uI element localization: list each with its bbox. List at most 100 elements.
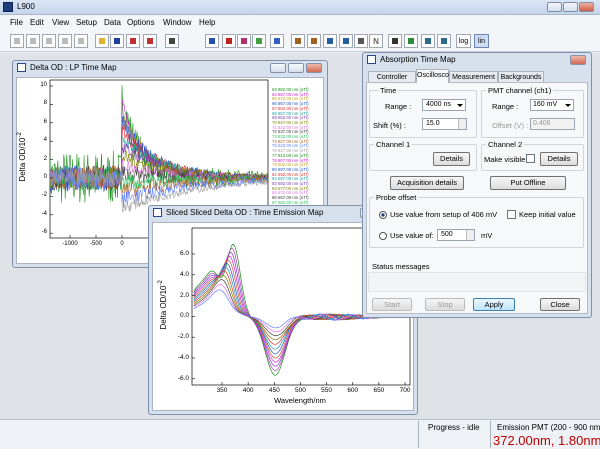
legend-entry: 83 682.00 nm (uTf): [272, 181, 309, 186]
value-input[interactable]: [437, 229, 475, 241]
toolbar-button[interactable]: [26, 34, 40, 48]
toolbar-button[interactable]: log: [456, 34, 471, 48]
toolbar-button[interactable]: [10, 34, 24, 48]
y-tick-label: 8: [43, 100, 47, 107]
toolbar-button[interactable]: [74, 34, 88, 48]
menu-item[interactable]: Edit: [30, 18, 44, 27]
toolbar-button[interactable]: [58, 34, 72, 48]
menu-item[interactable]: Window: [163, 18, 192, 27]
toolbar-icon: [147, 38, 153, 44]
toolbar-button[interactable]: [222, 34, 236, 48]
put-offline-button[interactable]: Put Offline: [490, 176, 566, 190]
toolbar-button[interactable]: [143, 34, 157, 48]
y-tick-label: 6: [43, 118, 47, 125]
menu-item[interactable]: Data: [104, 18, 121, 27]
group-box: [369, 90, 477, 138]
keep-initial-checkbox[interactable]: [507, 210, 516, 219]
range-select[interactable]: [422, 99, 466, 111]
maximize-button[interactable]: [288, 63, 304, 73]
legend-entry: 84 677.00 nm (uTf): [272, 185, 309, 191]
make-visible-checkbox[interactable]: [526, 154, 535, 163]
toolbar-icon: [256, 38, 262, 44]
menu-item[interactable]: Help: [199, 18, 216, 27]
legend-entry: 69 852.00 nm (uTf): [272, 115, 309, 121]
window-title: Sliced Sliced Delta OD : Time Emission M…: [166, 208, 324, 217]
menu-item[interactable]: Options: [127, 18, 155, 27]
toolbar-icon: [295, 38, 301, 44]
toolbar-icon: [425, 38, 431, 44]
toolbar-button[interactable]: [388, 34, 402, 48]
toolbar-button[interactable]: [404, 34, 418, 48]
toolbar-icon: [327, 38, 333, 44]
minimize-button[interactable]: [547, 2, 562, 12]
close-button[interactable]: [570, 55, 586, 65]
legend-entry: 82 687.00 nm (uTf): [272, 176, 309, 182]
menu-item[interactable]: Setup: [76, 18, 97, 27]
legend-entry: 71 842.00 nm (uTf): [272, 124, 309, 130]
group-title: PMT channel (ch1): [486, 86, 554, 95]
toolbar-button[interactable]: [323, 34, 337, 48]
toolbar-button[interactable]: [307, 34, 321, 48]
details-button[interactable]: Details: [433, 152, 470, 166]
toolbar-button[interactable]: [110, 34, 124, 48]
toolbar-button[interactable]: [252, 34, 266, 48]
title-bar: [0, 0, 600, 15]
window-title: Delta OD : LP Time Map: [30, 63, 117, 72]
tab[interactable]: Measurement: [449, 71, 498, 82]
spinner: [466, 230, 474, 240]
radio-selected[interactable]: [379, 211, 387, 219]
maximize-button[interactable]: [563, 2, 578, 12]
minimize-button[interactable]: [270, 63, 286, 73]
legend-entry: 76 817.00 nm (uTf): [272, 148, 309, 154]
label: Range :: [492, 102, 519, 111]
group-box: [481, 90, 584, 138]
toolbar-button[interactable]: [42, 34, 56, 48]
status-messages-box: [368, 272, 586, 292]
group-title: Channel 2: [486, 140, 525, 149]
toolbar-button[interactable]: [291, 34, 305, 48]
legend-entry: 64 887.00 nm (uTf): [272, 91, 309, 97]
group-box: [369, 144, 477, 171]
toolbar-button[interactable]: N: [369, 34, 383, 48]
toolbar-button[interactable]: [339, 34, 353, 48]
radio[interactable]: [379, 232, 387, 240]
menu-item[interactable]: File: [10, 18, 23, 27]
toolbar-button[interactable]: [95, 34, 109, 48]
toolbar-icon: [62, 38, 68, 44]
menu-item[interactable]: View: [52, 18, 70, 27]
toolbar-button[interactable]: [205, 34, 219, 48]
close-button[interactable]: Close: [540, 298, 580, 311]
curve: [193, 279, 410, 337]
range-select[interactable]: [530, 99, 574, 111]
y-tick-label: 0.0: [179, 312, 189, 320]
legend-entry: 74 827.00 nm (uTf): [272, 138, 309, 144]
toolbar-button[interactable]: [237, 34, 251, 48]
details-button[interactable]: Details: [540, 152, 578, 166]
tab[interactable]: Backgrounds: [498, 71, 544, 82]
close-button[interactable]: [579, 2, 594, 12]
tab[interactable]: Controller: [368, 71, 416, 82]
y-tick-label: 4: [43, 137, 47, 144]
apply-button[interactable]: Apply: [473, 298, 515, 311]
toolbar-button[interactable]: [165, 34, 179, 48]
toolbar-button[interactable]: [354, 34, 368, 48]
toolbar-button[interactable]: lin: [474, 34, 489, 48]
label: Use value of:: [390, 231, 434, 240]
acquisition-details-button[interactable]: Acquisition details: [390, 176, 464, 190]
shift-input[interactable]: [422, 118, 467, 130]
close-button[interactable]: [306, 63, 322, 73]
toolbar-button[interactable]: [270, 34, 284, 48]
y-tick-label: -6.0: [177, 374, 189, 382]
tab[interactable]: Oscilloscope: [416, 69, 457, 83]
window-icon: [153, 208, 162, 217]
toolbar-button[interactable]: [421, 34, 435, 48]
toolbar-icon: [114, 38, 120, 44]
app-title: L900: [17, 2, 35, 11]
x-tick-label: -500: [89, 241, 102, 247]
toolbar-button[interactable]: [126, 34, 140, 48]
input-value: 500: [441, 231, 453, 238]
legend-entry: 67 862.00 nm (uTf): [272, 105, 309, 111]
start-button: Start: [372, 298, 412, 311]
toolbar-button[interactable]: [437, 34, 451, 48]
toolbar-icon: [209, 38, 215, 44]
